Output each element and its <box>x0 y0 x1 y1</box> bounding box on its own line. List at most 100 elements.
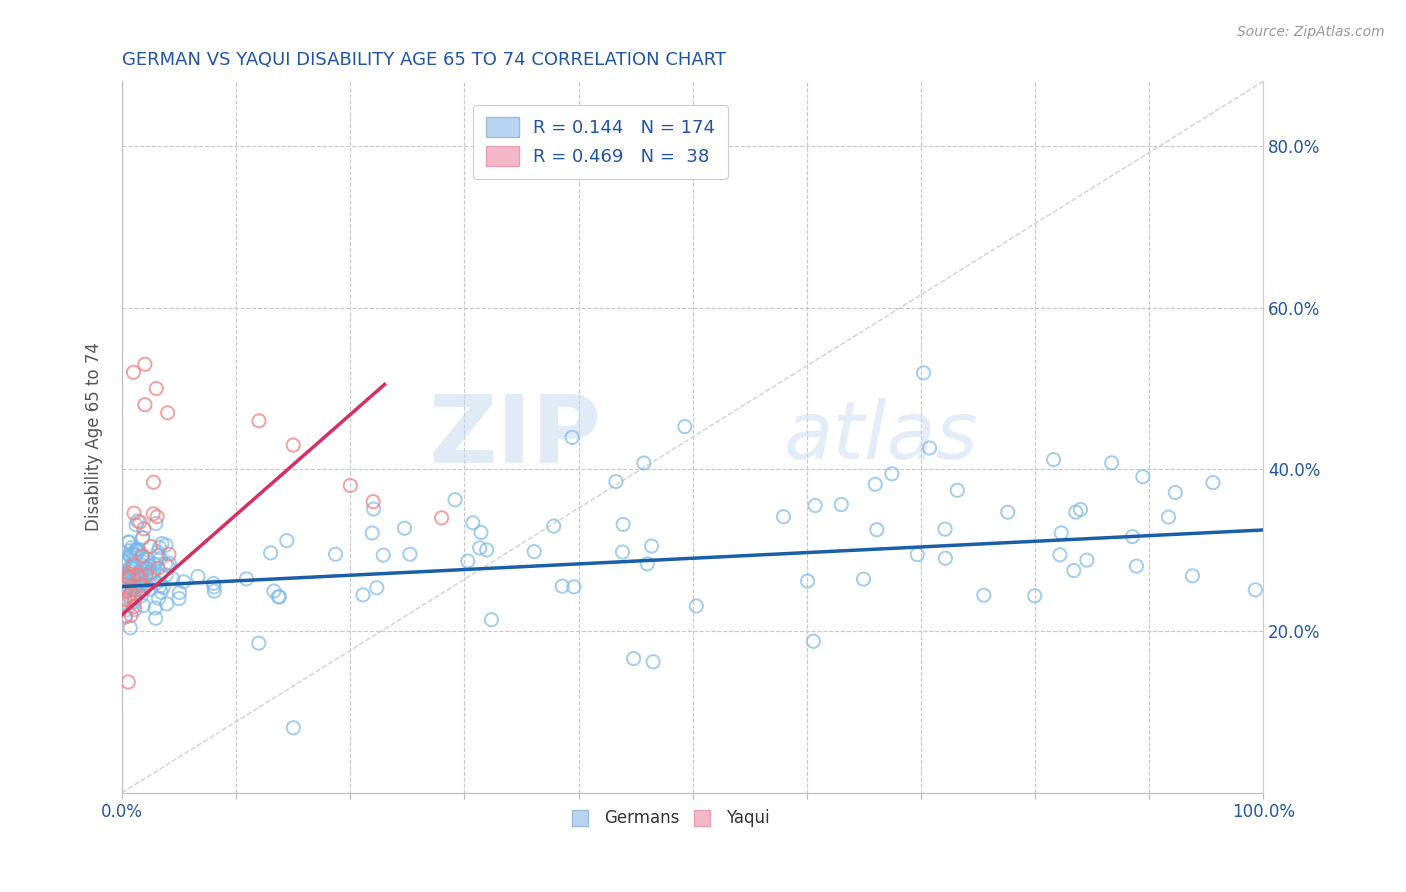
Point <box>120 558 142 573</box>
Point <box>132 599 155 613</box>
Point <box>120 621 142 635</box>
Point <box>114 568 136 582</box>
Point <box>132 558 155 573</box>
Point <box>124 548 146 562</box>
Point <box>124 580 146 594</box>
Point <box>120 543 142 558</box>
Point <box>1132 469 1154 483</box>
Point <box>127 544 149 558</box>
Point <box>124 602 146 616</box>
Point <box>112 574 135 589</box>
Point <box>125 543 148 558</box>
Point <box>129 577 152 591</box>
Point <box>685 599 707 613</box>
Point <box>361 526 384 541</box>
Point <box>118 564 141 578</box>
Point <box>457 554 479 568</box>
Point <box>260 546 283 560</box>
Point <box>146 509 169 524</box>
Point <box>1202 475 1225 490</box>
Point <box>122 560 145 574</box>
Point <box>1076 553 1098 567</box>
Point <box>146 545 169 559</box>
Point <box>803 634 825 648</box>
Point <box>394 521 416 535</box>
Point <box>481 613 503 627</box>
Point <box>124 569 146 583</box>
Point <box>115 578 138 592</box>
Point <box>325 547 347 561</box>
Point <box>138 566 160 581</box>
Point <box>159 556 181 570</box>
Point <box>643 655 665 669</box>
Point <box>363 502 385 516</box>
Point <box>149 551 172 566</box>
Point <box>112 555 135 569</box>
Point <box>118 571 141 585</box>
Point <box>138 559 160 574</box>
Point <box>934 551 956 566</box>
Point <box>444 492 467 507</box>
Point <box>173 574 195 589</box>
Point <box>430 511 453 525</box>
Point <box>121 582 143 597</box>
Point <box>1164 485 1187 500</box>
Point <box>112 565 135 579</box>
Point <box>373 548 395 562</box>
Point <box>461 516 484 530</box>
Point <box>673 419 696 434</box>
Point <box>124 595 146 609</box>
Point <box>973 588 995 602</box>
Point <box>127 514 149 528</box>
Point <box>247 636 270 650</box>
Point <box>114 572 136 586</box>
Point <box>1050 525 1073 540</box>
Point <box>633 456 655 470</box>
Point <box>156 597 179 611</box>
Point <box>128 586 150 600</box>
Point <box>122 506 145 520</box>
Point <box>114 593 136 607</box>
Point <box>117 535 139 549</box>
Point <box>247 414 270 428</box>
Point <box>121 572 143 586</box>
Point <box>115 603 138 617</box>
Point <box>145 382 167 396</box>
Point <box>135 566 157 581</box>
Point <box>131 555 153 569</box>
Point <box>145 611 167 625</box>
Point <box>865 477 887 491</box>
Point <box>1157 510 1180 524</box>
Point <box>127 543 149 558</box>
Point <box>1063 564 1085 578</box>
Point <box>114 592 136 607</box>
Point <box>120 561 142 575</box>
Point <box>235 572 257 586</box>
Point <box>146 549 169 563</box>
Point <box>122 548 145 562</box>
Point <box>562 580 585 594</box>
Text: GERMAN VS YAQUI DISABILITY AGE 65 TO 74 CORRELATION CHART: GERMAN VS YAQUI DISABILITY AGE 65 TO 74 … <box>122 51 725 69</box>
Point <box>866 523 889 537</box>
Point <box>114 610 136 624</box>
Point <box>112 570 135 584</box>
Point <box>366 581 388 595</box>
Point <box>129 572 152 586</box>
Point <box>475 542 498 557</box>
Point <box>125 517 148 532</box>
Point <box>1042 452 1064 467</box>
Text: atlas: atlas <box>785 398 979 476</box>
Point <box>118 548 141 562</box>
Point <box>202 576 225 591</box>
Point <box>352 588 374 602</box>
Y-axis label: Disability Age 65 to 74: Disability Age 65 to 74 <box>86 343 103 532</box>
Point <box>145 576 167 591</box>
Point <box>276 533 298 548</box>
Point <box>155 568 177 582</box>
Point <box>122 365 145 379</box>
Point <box>605 475 627 489</box>
Point <box>145 516 167 531</box>
Point <box>202 580 225 594</box>
Point <box>124 591 146 606</box>
Point <box>561 430 583 444</box>
